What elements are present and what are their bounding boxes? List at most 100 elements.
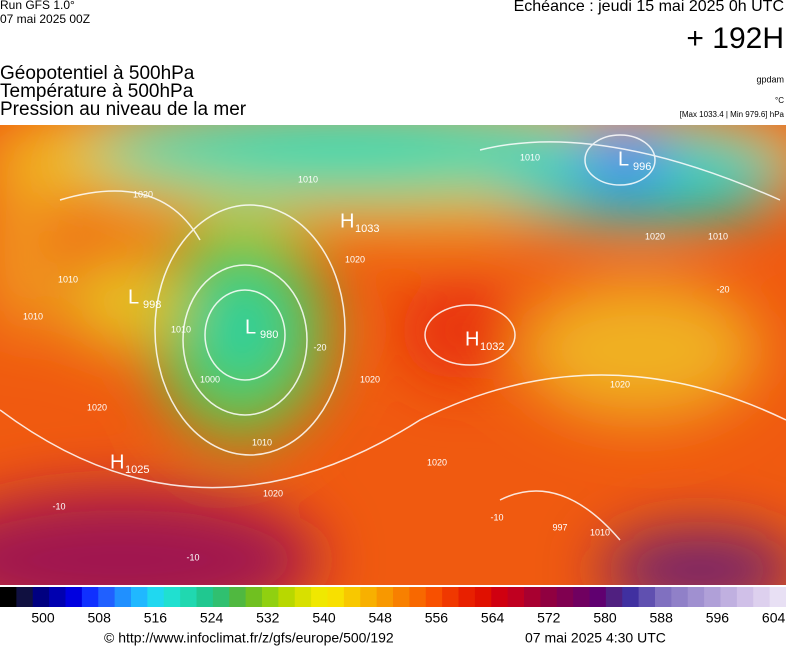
colorbar-cell — [491, 587, 509, 607]
colorbar-cell — [32, 587, 50, 607]
colorbar-cell — [605, 587, 623, 607]
colorbar-cell — [360, 587, 378, 607]
contour-label: 1010 — [23, 311, 43, 321]
colorbar-cell — [638, 587, 656, 607]
colorbar-label: 564 — [481, 610, 505, 626]
colorbar-label: 588 — [650, 610, 674, 626]
colorbar-label: 508 — [88, 610, 112, 626]
colorbar-cell — [655, 587, 672, 607]
colorbar-label: 548 — [369, 610, 393, 626]
contour-label: 1010 — [171, 324, 191, 334]
legend-line: Pression au niveau de la mer — [0, 99, 247, 120]
colorbar-label: 596 — [706, 610, 730, 626]
contour-label: -10 — [186, 552, 199, 562]
colorbar-cell — [720, 587, 738, 607]
colorbar-cell — [65, 587, 83, 607]
colorbar-cell — [589, 587, 607, 607]
colorbar-cell — [442, 587, 459, 607]
colorbar-cell — [425, 587, 443, 607]
colorbar-cell — [556, 587, 574, 607]
colorbar-cell — [753, 587, 771, 607]
system-letter: H — [340, 210, 354, 232]
contour-label: 1010 — [590, 527, 610, 537]
horizon: + 192H — [686, 22, 784, 55]
colorbar-cell — [393, 587, 410, 607]
colorbar-cell — [687, 587, 705, 607]
colorbar-cell — [180, 587, 197, 607]
contour-label: 1020 — [263, 488, 283, 498]
echeance: Echéance : jeudi 15 mai 2025 0h UTC — [514, 0, 784, 15]
system-letter: L — [245, 316, 256, 338]
contour-label: 1010 — [58, 274, 78, 284]
colorbar-cell — [327, 587, 345, 607]
contour-label: 1020 — [133, 189, 153, 199]
legend-line: Température à 500hPa — [0, 81, 194, 102]
colorbar-cell — [98, 587, 116, 607]
colorbar-label: 524 — [200, 610, 224, 626]
colorbar-label: 516 — [144, 610, 168, 626]
system-value: 1025 — [125, 464, 149, 476]
colorbar-cell — [507, 587, 525, 607]
colorbar-cell — [343, 587, 361, 607]
contour-label: -20 — [716, 284, 729, 294]
colorbar-cell — [147, 587, 165, 607]
colorbar-cell — [671, 587, 689, 607]
colorbar-cell — [262, 587, 279, 607]
legend-line: Géopotentiel à 500hPa — [0, 63, 195, 84]
colorbar-cell — [376, 587, 394, 607]
contour-label: 1020 — [427, 457, 447, 467]
colorbar-cell — [245, 587, 263, 607]
colorbar-label: 572 — [537, 610, 561, 626]
colorbar-cell — [0, 587, 17, 607]
run: Run GFS 1.0° — [0, 0, 75, 12]
colorbar-cell — [573, 587, 590, 607]
system-value: 1033 — [355, 223, 379, 235]
colorbar-label: 580 — [593, 610, 617, 626]
colorbar-cell — [114, 587, 132, 607]
colorbar-cell — [163, 587, 181, 607]
contour-label: 1020 — [87, 402, 107, 412]
system-letter: H — [465, 328, 479, 350]
colorbar-cell — [81, 587, 99, 607]
colorbar-cell — [474, 587, 492, 607]
colorbar-cell — [524, 587, 541, 607]
legend-unit: [Max 1033.4 | Min 979.6] hPa — [680, 110, 785, 119]
colorbar-cell — [622, 587, 640, 607]
colorbar-cell — [540, 587, 558, 607]
colorbar-cell — [311, 587, 328, 607]
colorbar-label: 532 — [256, 610, 280, 626]
contour-label: 1010 — [298, 174, 318, 184]
contour-label: 1020 — [610, 379, 630, 389]
contour-label: 1020 — [645, 231, 665, 241]
colorbar-cell — [16, 587, 34, 607]
contour-label: 1020 — [360, 374, 380, 384]
colorbar-cell — [769, 587, 786, 607]
system-value: 996 — [633, 161, 651, 173]
contour-label: 1010 — [520, 152, 540, 162]
colorbar-cell — [212, 587, 230, 607]
colorbar-label: 500 — [31, 610, 55, 626]
legend-unit: gpdam — [756, 74, 784, 84]
footer-time: 07 mai 2025 4:30 UTC — [525, 630, 666, 646]
colorbar-label: 604 — [762, 610, 786, 626]
contour-label: 1010 — [252, 437, 272, 447]
colorbar-label: 556 — [425, 610, 449, 626]
system-letter: L — [128, 286, 139, 308]
colorbar-cell — [736, 587, 754, 607]
contour-label: 997 — [552, 522, 567, 532]
contour-label: 1020 — [345, 254, 365, 264]
contour-label: -10 — [490, 512, 503, 522]
run-date: 07 mai 2025 00Z — [0, 12, 90, 26]
colorbar-cell — [131, 587, 148, 607]
system-letter: H — [110, 451, 124, 473]
colorbar-cell — [49, 587, 66, 607]
footer-url: © http://www.infoclimat.fr/z/gfs/europe/… — [104, 630, 394, 646]
colorbar-cell — [278, 587, 296, 607]
legend-unit: °C — [775, 96, 784, 105]
colorbar-label: 540 — [312, 610, 336, 626]
colorbar-cell — [458, 587, 476, 607]
colorbar-cell — [229, 587, 247, 607]
system-value: 980 — [260, 329, 278, 341]
map — [0, 125, 786, 585]
